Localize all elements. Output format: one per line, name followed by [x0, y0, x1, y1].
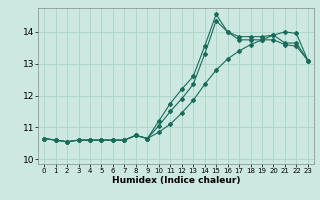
X-axis label: Humidex (Indice chaleur): Humidex (Indice chaleur) — [112, 176, 240, 185]
